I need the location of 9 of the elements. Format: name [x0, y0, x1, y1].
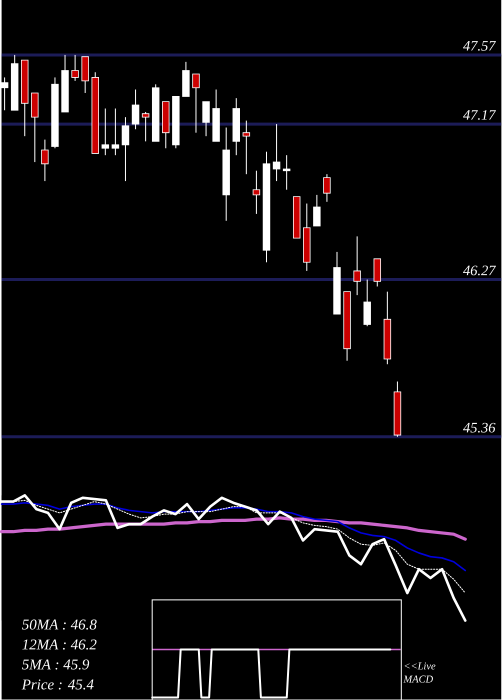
annotation: 50MA : 46.8: [22, 619, 97, 630]
text: 5MA : 45.9: [22, 659, 90, 670]
text: 12MA : 46.2: [22, 639, 97, 650]
y-tick-label: 45.36: [463, 422, 496, 433]
text: <<Live MACD: [404, 662, 436, 683]
y-tick-label: 47.57: [463, 41, 496, 51]
text: Price : 45.4: [22, 679, 94, 690]
y-tick-label: 47.17: [463, 110, 496, 120]
y-tick-label: 46.27: [463, 266, 496, 276]
